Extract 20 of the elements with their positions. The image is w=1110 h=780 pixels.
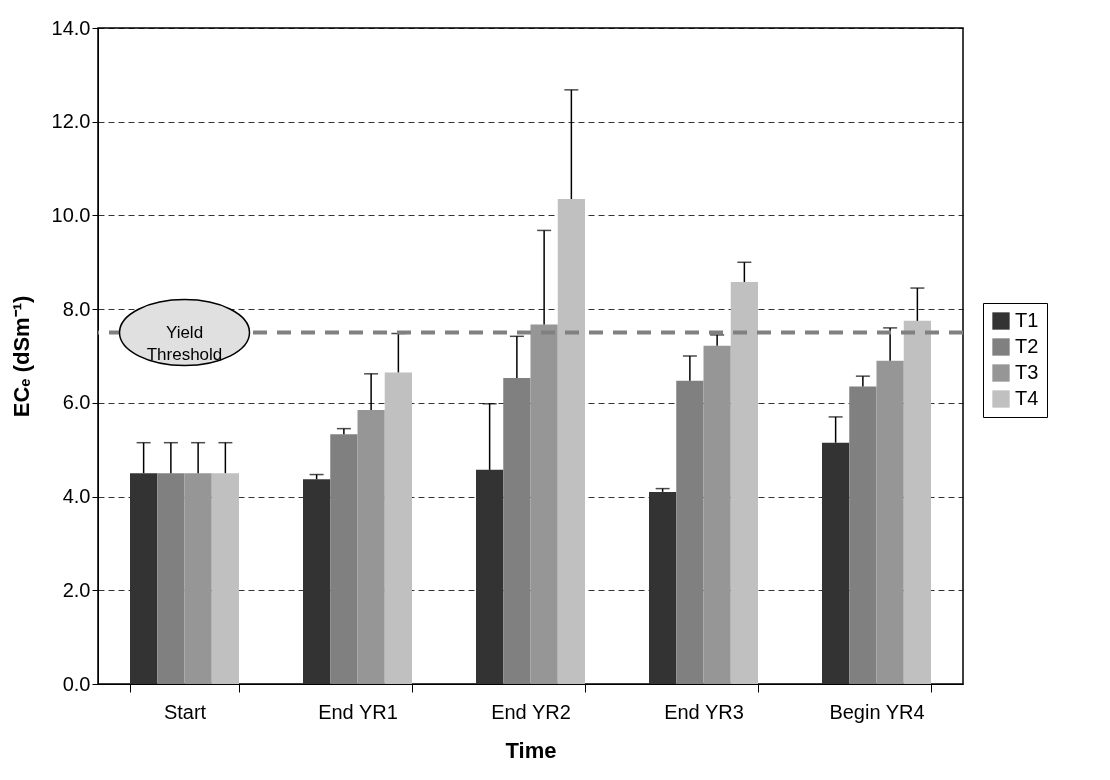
y-axis-title: ECₑ (dSm⁻¹) [8, 295, 34, 418]
legend-label: T2 [1015, 335, 1039, 357]
y-tick-label: 6.0 [62, 391, 91, 414]
y-tick-label: 8.0 [62, 297, 91, 320]
y-tick-label: 0.0 [62, 672, 91, 695]
legend-label: T4 [1015, 387, 1039, 409]
y-tick-label: 2.0 [62, 578, 91, 601]
legend-label: T3 [1015, 361, 1039, 383]
y-tick-label: 14.0 [51, 16, 91, 39]
x-tick-label: End YR1 [318, 700, 398, 723]
legend-label: T1 [1015, 309, 1039, 331]
y-tick-label: 12.0 [51, 110, 91, 133]
x-tick-label: End YR2 [491, 700, 571, 723]
x-tick-label: End YR3 [664, 700, 744, 723]
y-tick-label: 10.0 [51, 203, 91, 226]
y-tick-label: 4.0 [62, 485, 91, 508]
x-axis-title: Time [505, 737, 557, 763]
x-tick-label: Begin YR4 [829, 700, 925, 723]
ref-line-label: Yield Threshold [146, 322, 223, 364]
x-tick-label: Start [163, 700, 207, 723]
